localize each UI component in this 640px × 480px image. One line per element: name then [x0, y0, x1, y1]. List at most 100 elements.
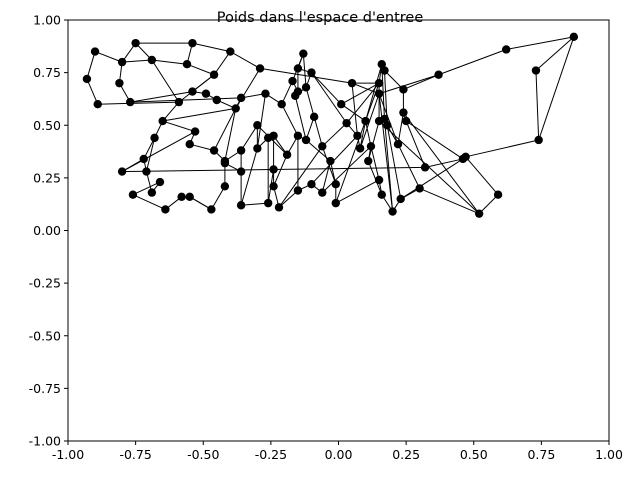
chart-title: Poids dans l'espace d'entree: [217, 10, 424, 26]
edge-line: [230, 51, 261, 69]
weight-point: [269, 131, 278, 140]
y-tick-label: 0.50: [33, 118, 61, 133]
edge-line: [359, 120, 367, 149]
edge-line: [130, 91, 193, 103]
edge-line: [162, 120, 196, 133]
weight-point: [293, 131, 303, 140]
y-tick-label: -0.75: [29, 381, 61, 396]
weight-point: [301, 83, 311, 92]
weight-point: [90, 47, 100, 56]
weight-point: [201, 89, 211, 98]
edge-line: [281, 103, 299, 137]
edge-line: [294, 95, 307, 141]
edge-line: [210, 186, 226, 210]
weight-point: [150, 133, 159, 143]
edge-line: [311, 72, 342, 105]
edge-line: [256, 124, 288, 156]
weight-point: [493, 190, 503, 199]
edge-line: [397, 143, 421, 189]
weight-point: [299, 49, 308, 58]
weight-point: [274, 203, 284, 212]
edge-line: [405, 120, 426, 168]
edge-line: [321, 145, 372, 193]
y-tick-label: 0.25: [33, 170, 61, 185]
weight-point: [139, 154, 148, 164]
weight-point: [401, 116, 411, 126]
weight-point: [474, 209, 484, 218]
weight-point: [331, 198, 340, 208]
weight-point: [236, 201, 246, 210]
weight-point: [293, 87, 303, 96]
x-tick-label: 1.00: [595, 447, 623, 462]
weight-point: [177, 192, 186, 202]
edge-line: [335, 179, 380, 204]
weight-point: [399, 85, 408, 94]
weight-point: [399, 108, 408, 117]
weight-point: [377, 190, 386, 199]
weight-point: [158, 116, 167, 126]
weight-point: [307, 68, 316, 77]
edge-line: [403, 112, 480, 214]
weight-point: [261, 89, 270, 98]
edge-line: [132, 194, 166, 210]
weight-point: [293, 64, 303, 73]
y-tick-label: -0.25: [29, 276, 61, 291]
weight-point: [531, 66, 541, 75]
weight-point: [396, 194, 405, 204]
weight-point: [282, 150, 292, 159]
weight-point: [534, 135, 543, 145]
weight-point: [128, 190, 138, 199]
edge-line: [240, 124, 258, 151]
weight-point: [502, 45, 511, 54]
edge-line: [386, 125, 402, 200]
weight-point: [342, 118, 351, 128]
edge-line: [151, 59, 188, 65]
weight-point: [188, 87, 197, 96]
edge-line: [384, 70, 404, 90]
weight-point: [326, 156, 335, 166]
weight-point: [569, 32, 579, 42]
weight-point: [434, 70, 443, 79]
edge-line: [86, 51, 96, 80]
edge-line: [465, 139, 539, 158]
x-tick-label: 0.50: [460, 447, 488, 462]
weight-point: [331, 179, 340, 189]
weight-point: [309, 112, 319, 122]
weight-point: [318, 188, 327, 197]
weight-point: [220, 182, 230, 191]
weight-point: [263, 198, 273, 208]
edge-line: [224, 108, 237, 162]
edge-line: [535, 36, 575, 71]
weight-point: [253, 144, 262, 153]
edge-line: [259, 67, 353, 84]
edge-line: [465, 156, 499, 196]
edge-line: [478, 194, 499, 215]
edge-line: [213, 51, 231, 76]
edge-line: [122, 59, 152, 63]
edge-line: [94, 51, 123, 63]
x-tick-label: 0.25: [392, 447, 420, 462]
edge-line: [378, 74, 439, 95]
weight-point: [82, 74, 92, 84]
weight-point: [277, 100, 286, 109]
x-tick-label: -1.00: [52, 447, 84, 462]
weight-point: [288, 76, 297, 86]
edge-line: [235, 68, 261, 109]
weight-point: [307, 179, 316, 189]
edge-line: [186, 63, 215, 76]
weight-point: [355, 144, 365, 153]
weight-point: [374, 175, 384, 185]
edge-line: [241, 202, 269, 206]
weight-point: [301, 135, 311, 145]
weight-point: [253, 121, 262, 130]
edge-line: [278, 190, 299, 208]
edge-line: [132, 181, 161, 196]
weight-point: [377, 60, 386, 69]
weight-point: [147, 55, 157, 65]
edge-line: [162, 107, 236, 122]
x-tick-label: 0.75: [527, 447, 555, 462]
edge-line: [313, 116, 323, 147]
weight-point: [185, 139, 194, 149]
weight-point: [380, 114, 389, 124]
